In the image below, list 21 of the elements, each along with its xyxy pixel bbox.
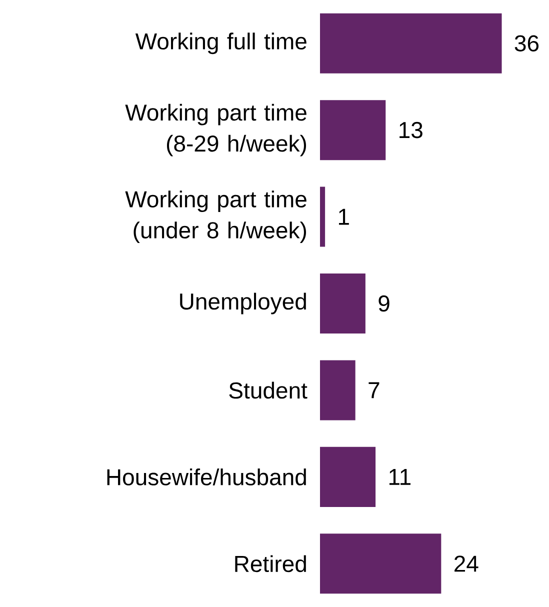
y-tick-label: Working full time [135, 32, 306, 54]
data-label: 7 [368, 382, 380, 398]
bar [320, 534, 442, 594]
bar [320, 13, 502, 74]
y-tick-label: Working part time (8-29 h/week) [125, 104, 306, 156]
y-tick-label: Working part time (under 8 h/week) [125, 190, 306, 244]
data-label: 36 [514, 35, 539, 52]
bar [320, 186, 326, 247]
data-label: 24 [454, 556, 478, 572]
bar [320, 274, 366, 334]
bar [320, 446, 376, 507]
data-label: 11 [389, 469, 410, 485]
y-tick-label: Retired [235, 555, 306, 572]
y-tick-label: Housewife/husband [107, 468, 306, 486]
bar [320, 100, 386, 160]
data-label: 13 [400, 122, 422, 138]
y-tick-label: Student [229, 382, 308, 399]
y-tick-label: Unemployed [180, 292, 306, 314]
data-label: 1 [339, 208, 349, 225]
bar [320, 360, 356, 420]
data-label: 9 [378, 295, 390, 312]
